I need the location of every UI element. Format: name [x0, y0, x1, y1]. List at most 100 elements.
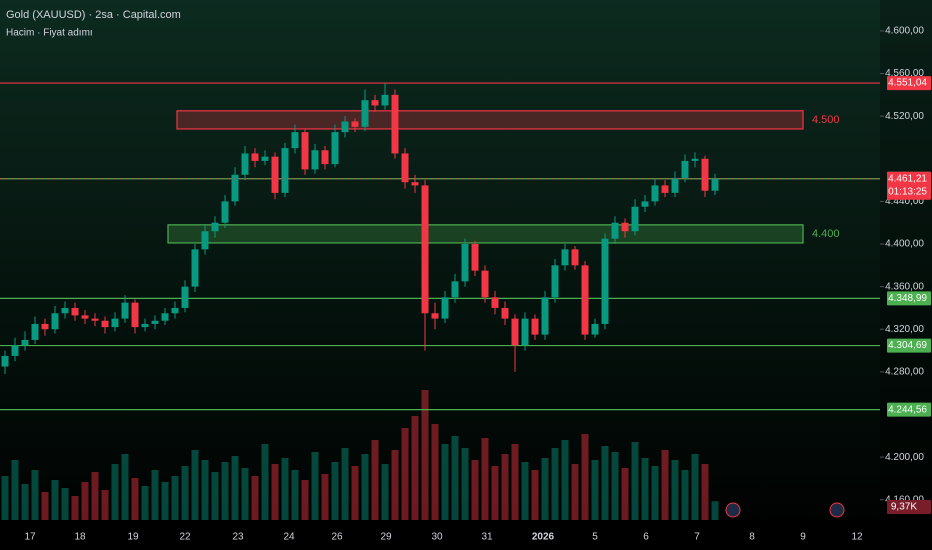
last-price-label: 4.461,21: [888, 173, 927, 184]
event-icon[interactable]: [725, 502, 741, 518]
volume-bar: [261, 444, 269, 520]
volume-bar: [661, 450, 669, 520]
zone-label: 4.400: [812, 228, 840, 240]
volume-bar: [431, 424, 439, 520]
candle-body: [211, 222, 219, 232]
volume-bar: [131, 478, 139, 520]
chart-subtitle: Hacim · Fiyat adımı: [6, 28, 93, 39]
volume-badge-label: 9,37K: [891, 502, 917, 513]
volume-bar: [331, 462, 339, 520]
candle-body: [361, 100, 369, 127]
volume-bar: [671, 460, 679, 520]
volume-bar: [291, 470, 299, 520]
candle-body: [681, 160, 689, 178]
x-tick-label: 7: [694, 532, 700, 543]
volume-bar: [441, 444, 449, 520]
x-tick-label: 6: [643, 532, 649, 543]
volume-badge: [887, 500, 931, 514]
candle-body: [261, 156, 269, 161]
y-tick-label: 4.400,00: [885, 239, 924, 250]
candle-body: [201, 231, 209, 250]
volume-bar: [191, 450, 199, 520]
candle-body: [701, 158, 709, 191]
x-tick-label: 26: [331, 532, 343, 543]
candle-body: [221, 201, 229, 223]
volume-bar: [81, 482, 89, 520]
candle-body: [451, 281, 459, 298]
volume-bar: [151, 470, 159, 520]
volume-bar: [391, 450, 399, 520]
volume-bar: [311, 452, 319, 520]
candle-body: [671, 177, 679, 193]
volume-bar: [361, 454, 369, 520]
candle-body: [521, 318, 529, 346]
volume-bar: [611, 452, 619, 520]
volume-bar: [231, 456, 239, 520]
volume-bar: [301, 480, 309, 520]
volume-bar: [121, 454, 129, 520]
x-tick-label: 23: [232, 532, 244, 543]
x-tick-label: 5: [592, 532, 598, 543]
volume-bar: [371, 440, 379, 520]
volume-bar: [221, 462, 229, 520]
candle-body: [271, 156, 279, 193]
volume-bar: [681, 470, 689, 520]
volume-bar: [401, 428, 409, 520]
candle-body: [381, 94, 389, 106]
volume-bar: [561, 440, 569, 520]
chart-title: Gold (XAUUSD) · 2sa · Capital.com: [6, 9, 181, 21]
candle-body: [691, 158, 699, 161]
candle-body: [481, 270, 489, 298]
candle-body: [281, 148, 289, 193]
volume-bar: [711, 501, 719, 520]
volume-bar: [51, 480, 59, 520]
volume-bar: [601, 446, 609, 520]
candle-body: [141, 323, 149, 328]
candle-body: [601, 238, 609, 324]
volume-bar: [31, 470, 39, 520]
candle-body: [81, 315, 89, 319]
x-tick-label: 24: [283, 532, 295, 543]
candle-body: [11, 345, 19, 356]
candle-body: [291, 132, 299, 149]
volume-bar: [271, 464, 279, 520]
candle-body: [1, 355, 9, 367]
price-badge-label: 4.304,69: [888, 340, 927, 351]
candle-body: [631, 206, 639, 232]
volume-bar: [421, 390, 429, 520]
volume-bar: [631, 442, 639, 520]
price-badge-label: 4.348,99: [888, 293, 927, 304]
x-tick-label: 2026: [532, 532, 555, 543]
event-icon[interactable]: [829, 502, 845, 518]
price-badge: [887, 291, 931, 306]
x-tick-label: 22: [179, 532, 191, 543]
volume-bar: [241, 468, 249, 520]
volume-bar: [451, 436, 459, 520]
x-tick-label: 31: [481, 532, 493, 543]
candle-body: [131, 302, 139, 328]
candle-body: [531, 318, 539, 335]
volume-bar: [211, 472, 219, 520]
volume-bar: [591, 460, 599, 520]
volume-bar: [41, 492, 49, 520]
candle-body: [401, 153, 409, 183]
candle-body: [151, 320, 159, 324]
candle-body: [591, 323, 599, 335]
candle-body: [191, 249, 199, 287]
candle-body: [311, 150, 319, 170]
candle-body: [501, 307, 509, 319]
candle-body: [91, 318, 99, 321]
price-badge: [887, 338, 931, 353]
candle-body: [321, 150, 329, 165]
candle-body: [161, 313, 169, 321]
volume-bar: [571, 464, 579, 520]
candle-body: [31, 323, 39, 340]
volume-bar: [171, 476, 179, 520]
candle-body: [251, 153, 259, 161]
y-tick-label: 4.280,00: [885, 367, 924, 378]
volume-bar: [181, 466, 189, 520]
last-price-badge: [887, 171, 931, 200]
volume-bar: [321, 474, 329, 520]
countdown: 01:13:25: [888, 186, 927, 197]
price-axis: [880, 0, 932, 550]
